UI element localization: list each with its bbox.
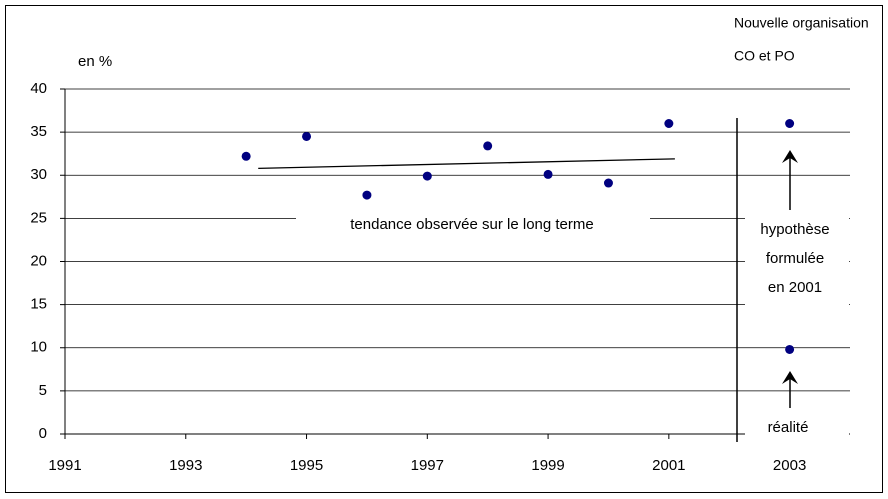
point — [785, 119, 795, 128]
chart-border — [5, 5, 883, 493]
annotation: hypothèse — [760, 221, 829, 238]
y-tick-label: 10 — [30, 339, 47, 356]
header-line: CO et PO — [734, 48, 795, 64]
y-tick-label: 15 — [30, 296, 47, 313]
label-bg — [296, 207, 650, 243]
y-tick-label: 35 — [30, 123, 47, 140]
x-tick-label: 1993 — [169, 457, 202, 474]
x-tick-label: 1997 — [411, 457, 444, 474]
x-tick-label: 2001 — [652, 457, 685, 474]
y-tick-label: 0 — [39, 425, 47, 442]
y-axis-label: en % — [78, 53, 112, 70]
y-tick-label: 25 — [30, 209, 47, 226]
x-tick-label: 1999 — [531, 457, 564, 474]
arrow-head — [782, 371, 798, 384]
header-line: Nouvelle organisation — [734, 15, 869, 31]
y-tick-label: 40 — [30, 80, 47, 97]
y-tick-label: 20 — [30, 252, 47, 269]
point — [785, 344, 795, 354]
point — [483, 141, 493, 151]
y-tick-label: 5 — [39, 382, 47, 399]
point — [664, 119, 674, 128]
x-tick-label: 2003 — [773, 457, 806, 474]
annotation: en 2001 — [768, 279, 822, 296]
point — [603, 178, 613, 188]
point — [543, 169, 553, 179]
annotation: réalité — [768, 419, 809, 436]
x-tick-label: 1995 — [290, 457, 323, 474]
y-tick-label: 30 — [30, 166, 47, 183]
label-bg — [745, 210, 849, 305]
x-tick-label: 1991 — [48, 457, 81, 474]
label-bg — [745, 412, 849, 444]
point — [362, 190, 372, 200]
point — [302, 131, 312, 141]
annotation: tendance observée sur le long terme — [350, 216, 593, 233]
arrow-head — [782, 150, 798, 163]
annotation: formulée — [766, 250, 824, 267]
point — [422, 171, 432, 181]
trend-line — [258, 158, 675, 169]
point — [241, 151, 251, 161]
